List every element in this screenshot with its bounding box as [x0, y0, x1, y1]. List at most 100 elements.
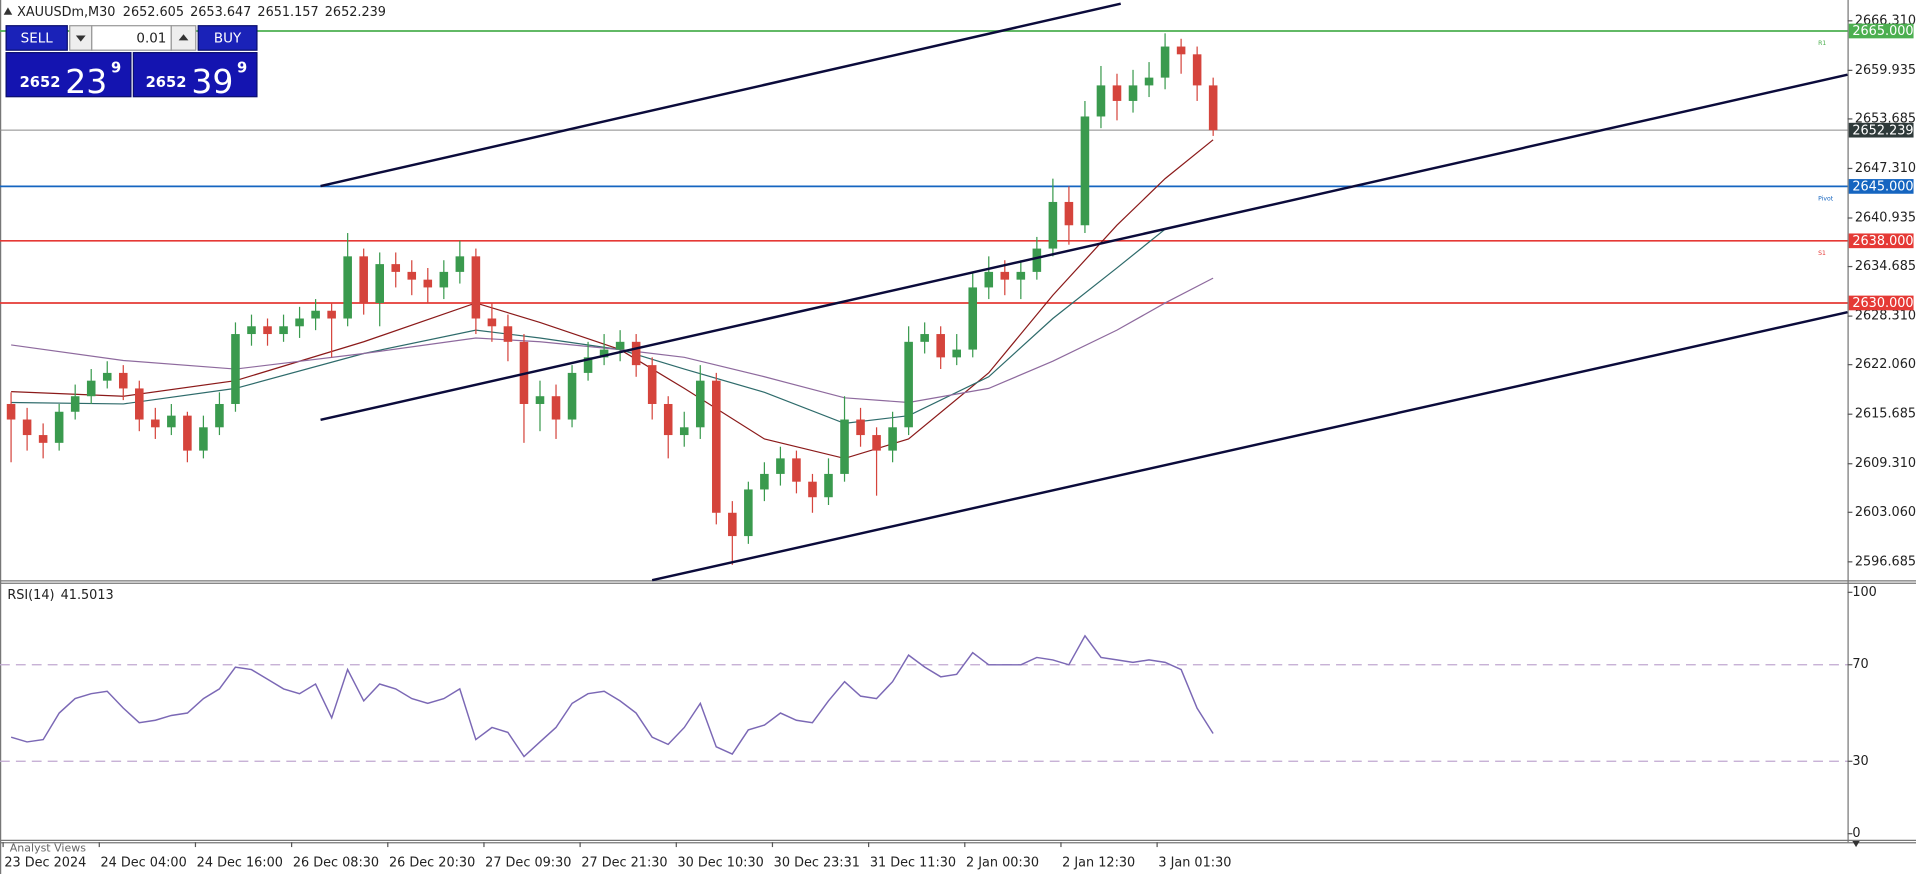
candle-body — [679, 427, 689, 436]
ask-point: 9 — [237, 60, 247, 77]
buy-button[interactable] — [197, 25, 258, 51]
buy-label: BUY — [214, 32, 242, 47]
candle-body — [968, 287, 978, 350]
trendline — [320, 73, 1848, 422]
candle-body — [22, 419, 32, 436]
y-tick-label: 2622.060 — [1855, 357, 1916, 372]
level-tag: Pivot — [1818, 196, 1834, 203]
last-price-label: 2652.239 — [1852, 123, 1913, 138]
candle-body — [856, 419, 865, 436]
candle-body — [663, 403, 673, 436]
x-tick-label: 31 Dec 11:30 — [870, 855, 956, 870]
level-label: 2630.000 — [1852, 296, 1913, 311]
x-tick-label: 26 Dec 20:30 — [389, 855, 475, 870]
open: 2652.605 — [123, 5, 184, 20]
scroll-marker — [1852, 840, 1860, 848]
candle-body — [583, 357, 593, 373]
candle-body — [952, 349, 961, 358]
candle-body — [263, 326, 272, 335]
level-label-bg — [1848, 179, 1914, 194]
bid-point: 9 — [111, 60, 121, 77]
candle-body — [455, 256, 465, 272]
x-tick-label: 30 Dec 23:31 — [774, 855, 860, 870]
x-tick-label: 24 Dec 16:00 — [197, 855, 283, 870]
candle-body — [840, 419, 849, 474]
bid-pips: 23 — [65, 62, 107, 101]
candle-body — [776, 458, 785, 474]
candle-body — [984, 271, 994, 288]
y-tick-label: 2634.685 — [1855, 259, 1916, 274]
candle-body — [199, 427, 208, 451]
ask-big: 2652 — [146, 74, 187, 91]
rsi-line — [10, 634, 1214, 758]
candle-body — [760, 473, 769, 490]
candle-body — [1048, 201, 1058, 249]
candle-body — [1128, 85, 1138, 101]
candle-body — [247, 326, 256, 335]
one-click-trading: SELL 0.01 BUY 2652 23 9 2652 39 9 — [5, 25, 258, 101]
x-tick-label: 27 Dec 21:30 — [581, 855, 667, 870]
level-tag: S1 — [1818, 250, 1826, 257]
candle-body — [1176, 46, 1186, 55]
candle-body — [295, 318, 304, 327]
level-tag: R1 — [1818, 40, 1826, 47]
candle-body — [792, 458, 801, 482]
ask-box[interactable] — [132, 52, 258, 98]
sell-button[interactable] — [5, 25, 68, 51]
y-tick-label: 2647.310 — [1855, 161, 1916, 176]
down-arrow — [75, 35, 86, 42]
candle-body — [327, 310, 336, 319]
up-arrow — [178, 34, 189, 41]
y-tick-label: 2615.685 — [1855, 407, 1916, 422]
candle-body — [599, 349, 609, 358]
candle-body — [38, 435, 48, 443]
candle-body — [1000, 271, 1010, 280]
candle-body — [183, 415, 192, 451]
analyst-tab[interactable]: Analyst Views — [10, 841, 86, 854]
candle-body — [647, 365, 657, 404]
candle-body — [359, 256, 368, 303]
candle-body — [70, 396, 80, 412]
collapse-icon[interactable] — [3, 7, 13, 15]
rsi-name: RSI(14) — [7, 587, 54, 602]
y-tick-label: 2653.685 — [1855, 111, 1916, 126]
candle-body — [1064, 201, 1074, 226]
lot-value: 0.01 — [136, 32, 166, 47]
candle-body — [118, 372, 128, 389]
y-tick-label: 2640.935 — [1855, 210, 1916, 225]
rsi-title: RSI(14) 41.5013 — [7, 587, 113, 602]
candle-body — [375, 264, 384, 303]
low: 2651.157 — [257, 5, 318, 20]
y-tick-label: 2596.685 — [1855, 554, 1916, 569]
candle-body — [872, 435, 881, 451]
level-label: 2665.000 — [1852, 24, 1913, 39]
candle-body — [503, 326, 513, 342]
candle-body — [1080, 116, 1090, 226]
candle-body — [1192, 54, 1202, 86]
level-label-bg — [1848, 295, 1914, 311]
candle-body — [407, 271, 417, 280]
level-label: 2645.000 — [1852, 180, 1913, 195]
candle-body — [135, 388, 144, 420]
chart-header: XAUUSDm,M30 2652.605 2653.647 2651.157 2652.… — [17, 5, 386, 20]
ask-price: 2652 39 9 — [146, 60, 248, 101]
y-tick-label: 100 — [1852, 585, 1876, 600]
x-tick-label: 2 Jan 12:30 — [1062, 855, 1135, 870]
level-label-bg — [1848, 233, 1914, 249]
candle-body — [1032, 248, 1042, 272]
candle-body — [102, 372, 112, 381]
candle-body — [151, 419, 160, 428]
candle-body — [567, 372, 577, 420]
sell-label: SELL — [21, 32, 54, 47]
bid-box[interactable] — [5, 52, 132, 98]
y-tick-label: 2603.060 — [1855, 505, 1916, 520]
candle-body — [343, 256, 352, 319]
candle-body — [535, 396, 545, 404]
lot-input[interactable] — [91, 25, 172, 51]
level-label: 2638.000 — [1852, 234, 1913, 249]
trendline — [651, 310, 1848, 582]
candle-body — [279, 326, 288, 335]
moving-average — [11, 216, 1214, 425]
